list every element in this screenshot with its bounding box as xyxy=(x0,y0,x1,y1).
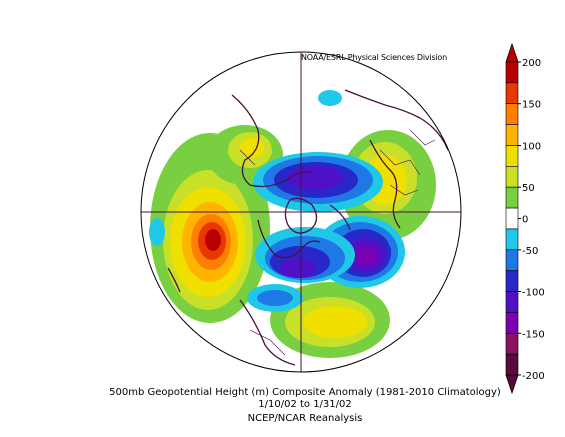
polar-map xyxy=(140,51,462,373)
colorbar-label: -150 xyxy=(522,329,545,340)
colorbar-bin xyxy=(505,61,519,84)
arctic-trough-anomaly xyxy=(253,152,383,212)
colorbar-label: 200 xyxy=(522,58,541,69)
colorbar-bin xyxy=(505,332,519,355)
coastlines xyxy=(167,89,449,366)
anomaly-field xyxy=(149,89,449,366)
colorbar-bin xyxy=(505,353,519,376)
colorbar-bottom-arrow xyxy=(505,374,519,395)
colorbar-label: 0 xyxy=(522,215,528,226)
caption-title: 500mb Geopotential Height (m) Composite … xyxy=(109,387,501,398)
colorbar-label: -50 xyxy=(522,246,538,257)
colorbar-bin xyxy=(505,103,519,125)
colorbar-label: -200 xyxy=(522,371,545,382)
colorbar-top-arrow xyxy=(505,42,519,63)
colorbar-bin xyxy=(505,124,519,146)
colorbar-bin xyxy=(505,207,519,230)
colorbar-bin xyxy=(505,249,519,271)
northeast-negative-patch xyxy=(318,90,342,106)
subtropical-negative-anomaly xyxy=(247,284,303,312)
country-borders xyxy=(239,129,436,356)
siberia-trough-anomaly xyxy=(255,227,355,283)
colorbar-bin xyxy=(505,312,519,334)
colorbar-bin xyxy=(505,270,519,292)
colorbar-label: 50 xyxy=(522,183,535,194)
colorbar-bin xyxy=(505,186,519,209)
colorbar-bin xyxy=(505,145,519,167)
colorbar-bin xyxy=(505,228,519,251)
colorbar-bin xyxy=(505,166,519,188)
colorbar: 200 150 100 50 0 -50 -100 -150 -200 xyxy=(505,42,545,395)
map-border xyxy=(140,51,462,373)
west-negative-patch xyxy=(149,218,165,246)
credit-label: NOAA/ESRL Physical Sciences Division xyxy=(301,53,447,62)
colorbar-label: -100 xyxy=(522,288,545,299)
colorbar-label: 150 xyxy=(522,100,541,111)
caption-dates: 1/10/02 to 1/31/02 xyxy=(258,399,352,410)
colorbar-bin xyxy=(505,82,519,105)
caption-source: NCEP/NCAR Reanalysis xyxy=(247,413,363,424)
colorbar-label: 100 xyxy=(522,141,541,152)
colorbar-bin xyxy=(505,291,519,313)
